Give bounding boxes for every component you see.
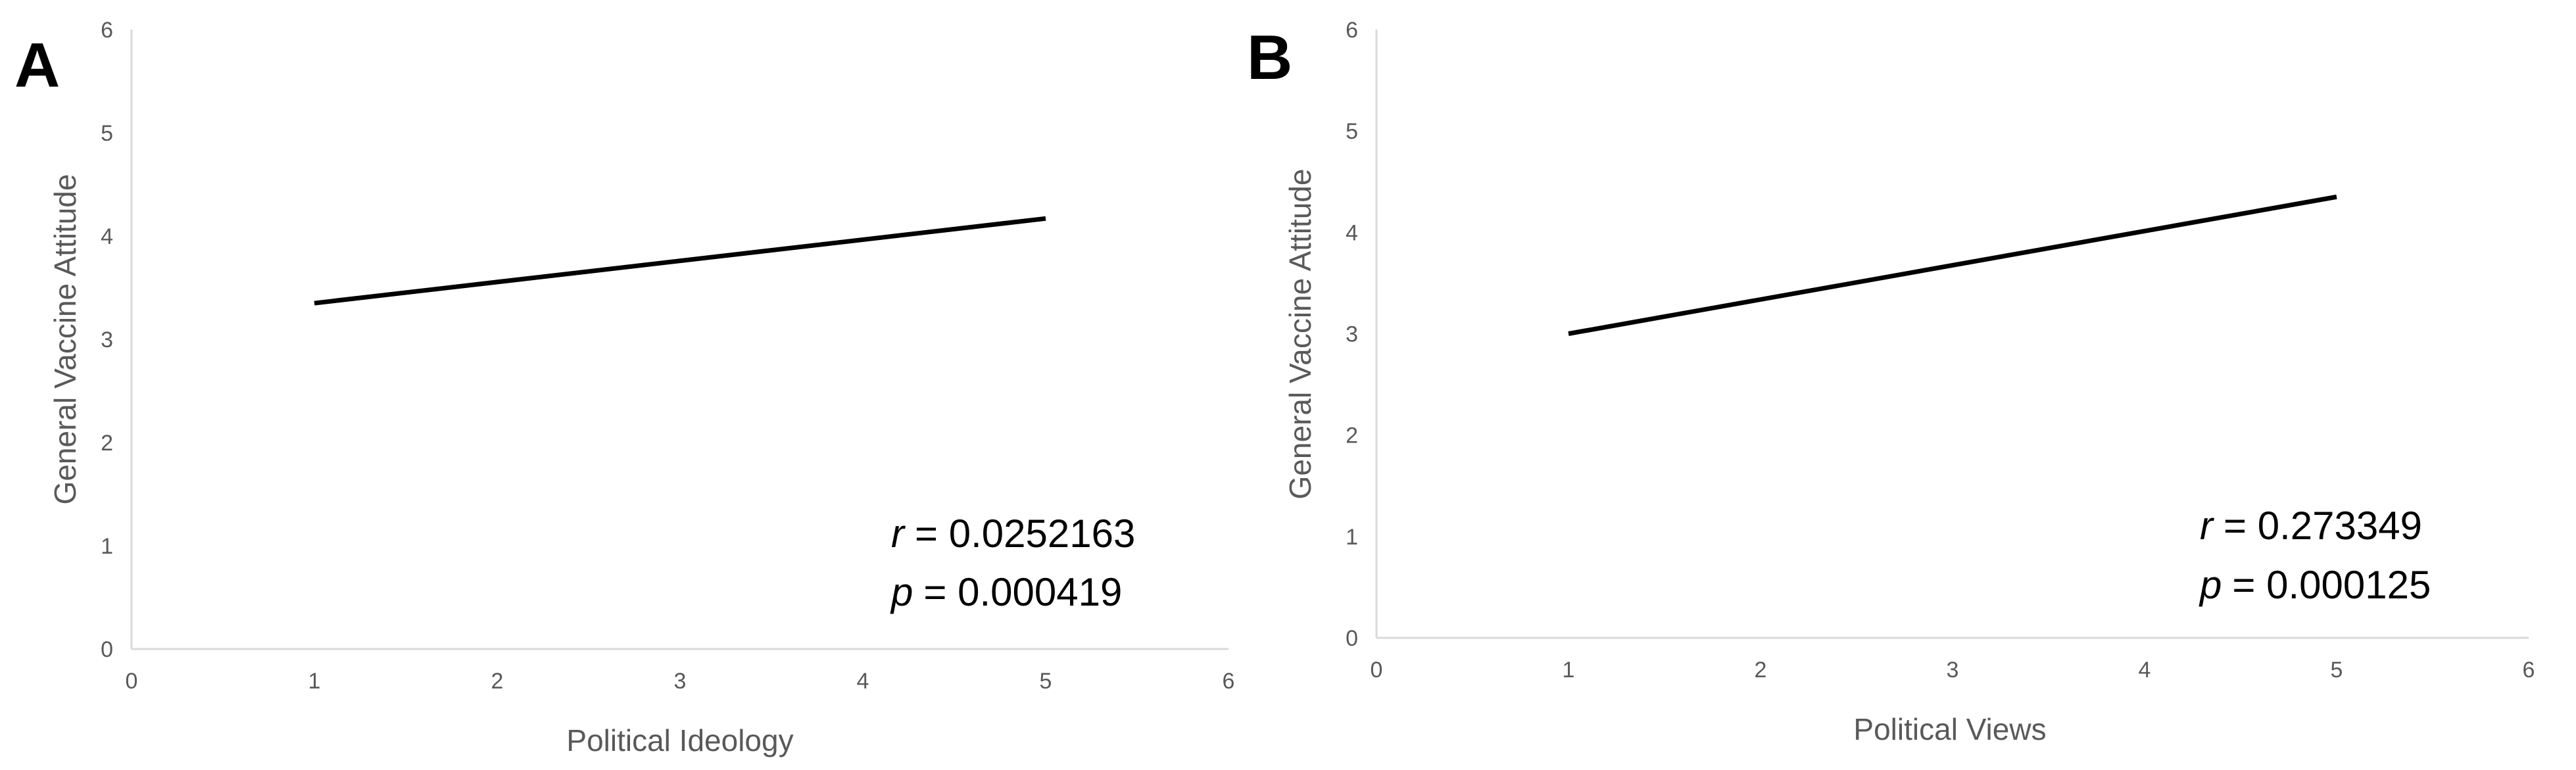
panel-letter: B (1247, 22, 1292, 93)
y-tick-label: 3 (1346, 322, 1358, 347)
r-annotation: r = 0.0252163 (891, 512, 1135, 556)
x-tick-label: 6 (1223, 669, 1235, 694)
p-annotation: p = 0.000419 (890, 570, 1122, 614)
y-tick-label: 0 (101, 637, 113, 662)
x-tick-label: 5 (2331, 658, 2343, 683)
r-symbol: r (891, 512, 906, 556)
p-value: = 0.000419 (923, 570, 1122, 614)
series-line (314, 216, 1046, 306)
y-tick-label: 5 (101, 121, 113, 146)
series-line (1568, 194, 2337, 336)
x-tick-label: 2 (491, 669, 504, 694)
x-tick-label: 1 (308, 669, 321, 694)
y-tick-label: 5 (1346, 119, 1358, 144)
y-tick-label: 4 (101, 224, 113, 249)
x-tick-label: 3 (1947, 658, 1959, 683)
x-tick-label: 4 (2139, 658, 2151, 683)
x-tick-label: 1 (1563, 658, 1575, 683)
y-tick-label: 2 (101, 431, 113, 456)
p-value: = 0.000125 (2232, 563, 2431, 607)
r-symbol: r (2200, 504, 2214, 548)
x-axis-title: Political Views (1853, 712, 2046, 746)
x-tick-label: 6 (2523, 658, 2535, 683)
p-annotation: p = 0.000125 (2199, 563, 2431, 607)
r-value: = 0.0252163 (915, 512, 1135, 556)
panel-letter: A (14, 30, 60, 101)
y-tick-label: 6 (1346, 18, 1358, 43)
y-tick-label: 0 (1346, 626, 1358, 651)
x-axis-title: Political Ideology (566, 723, 793, 758)
y-tick-label: 1 (1346, 525, 1358, 550)
x-tick-label: 2 (1755, 658, 1767, 683)
y-axis-title: General Vaccine Attitude (48, 174, 82, 505)
y-tick-label: 1 (101, 534, 113, 559)
x-tick-label: 0 (126, 669, 138, 694)
x-tick-label: 3 (674, 669, 687, 694)
x-tick-label: 0 (1371, 658, 1383, 683)
y-tick-label: 3 (101, 327, 113, 352)
panel-b: B 0 1 2 3 4 5 6 0 1 2 3 4 5 6 General Vaccine Attitu… (1247, 18, 2535, 746)
p-symbol: p (890, 570, 913, 614)
y-axis-title: General Vaccine Attitude (1283, 169, 1317, 500)
y-tick-label: 6 (101, 18, 113, 43)
r-value: = 0.273349 (2224, 504, 2422, 548)
x-tick-label: 4 (857, 669, 869, 694)
panel-a: A 0 1 2 3 4 5 6 0 1 2 3 4 5 6 General Vaccine Attitu… (14, 18, 1234, 758)
y-tick-label: 2 (1346, 423, 1358, 448)
p-symbol: p (2199, 563, 2222, 607)
y-tick-label: 4 (1346, 220, 1358, 245)
r-annotation: r = 0.273349 (2200, 504, 2422, 548)
x-tick-label: 5 (1040, 669, 1052, 694)
